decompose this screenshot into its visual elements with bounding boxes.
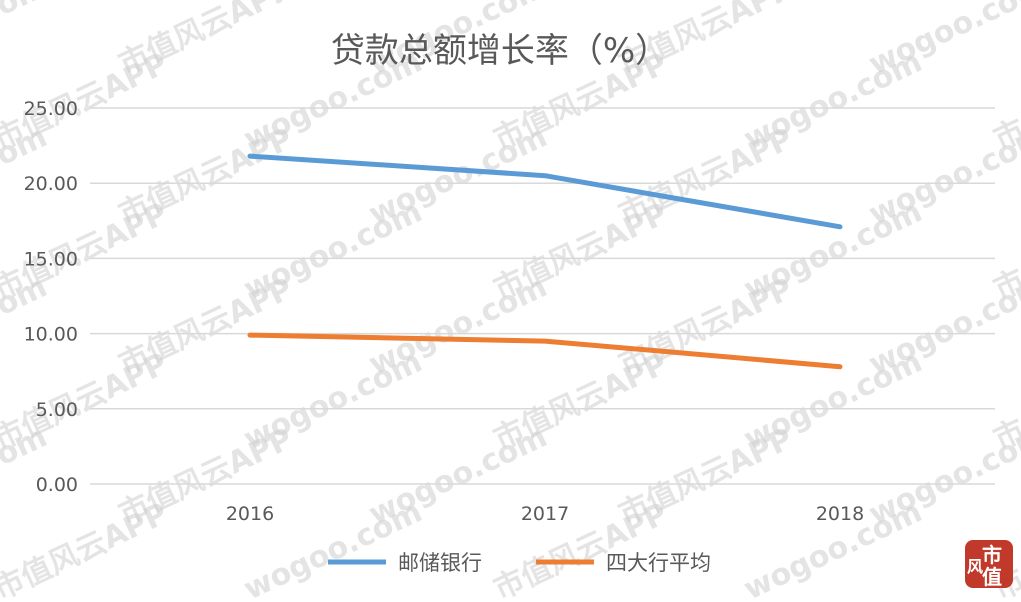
y-tick-label: 0.00	[36, 474, 78, 496]
legend-label: 邮储银行	[398, 551, 482, 575]
x-tick-label: 2018	[816, 503, 864, 525]
logo-char-1: 市	[982, 543, 1002, 567]
gridlines	[90, 107, 995, 485]
chart-title: 贷款总额增长率（%）	[331, 31, 669, 71]
watermark-text: 市值风云APP	[489, 496, 673, 602]
logo-badge	[965, 540, 1013, 588]
logo-char-0: 风	[967, 557, 983, 576]
legend: 邮储银行 四大行平均	[328, 551, 711, 575]
logo-char-2: 值	[982, 565, 1002, 589]
watermark-text: 市值风云APP	[989, 0, 1021, 7]
y-axis-ticks: 0.00 5.00 10.00 15.00 20.00 25.00	[24, 98, 78, 496]
x-tick-label: 2017	[521, 503, 569, 525]
y-tick-label: 10.00	[24, 324, 78, 346]
series-line-1	[247, 332, 843, 370]
x-axis-ticks: 2016 2017 2018	[226, 503, 864, 525]
series-line-0	[247, 153, 843, 230]
y-tick-label: 20.00	[24, 173, 78, 195]
watermark-text: wogoo.com	[0, 0, 52, 82]
watermark-text: 市值风云APP	[0, 496, 173, 602]
y-tick-label: 15.00	[24, 248, 78, 270]
y-tick-label: 5.00	[36, 399, 78, 421]
logo: 市 值 风	[965, 540, 1013, 589]
x-tick-label: 2016	[226, 503, 274, 525]
legend-label: 四大行平均	[606, 551, 711, 575]
y-tick-label: 25.00	[24, 98, 78, 120]
series-lines	[247, 153, 843, 370]
